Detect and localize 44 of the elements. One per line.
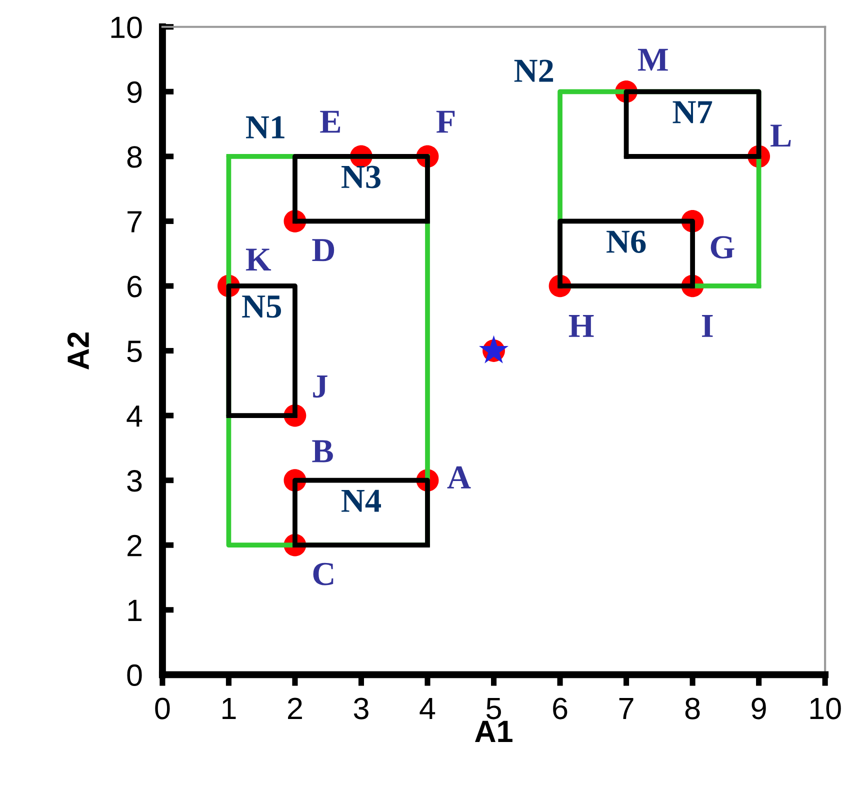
x-tick-label: 10 <box>810 698 841 720</box>
x-tick-label: 3 <box>354 698 368 720</box>
x-tick-label: 6 <box>553 698 568 720</box>
y-tick-label: 1 <box>128 600 142 621</box>
data-label: B <box>312 440 333 462</box>
y-tick-label: 4 <box>126 406 142 427</box>
y-tick-label: 0 <box>127 664 142 686</box>
series-label: N5 <box>242 296 281 318</box>
data-label: I <box>702 315 713 337</box>
data-label: L <box>770 124 791 147</box>
y-axis-title: A2 <box>67 332 89 370</box>
x-tick-label: 4 <box>420 698 436 720</box>
y-tick-label: 2 <box>128 534 142 556</box>
data-label: D <box>312 239 334 262</box>
series-label: N4 <box>342 490 381 512</box>
y-tick-label: 8 <box>127 146 142 168</box>
x-tick-label: 7 <box>619 698 634 720</box>
data-label: G <box>710 236 734 259</box>
series-label: N1 <box>246 116 284 138</box>
series-label: N6 <box>606 230 646 253</box>
y-tick-label: 6 <box>128 276 142 298</box>
data-label: K <box>246 248 272 271</box>
series-label: N3 <box>342 166 380 188</box>
y-tick-label: 7 <box>128 211 142 232</box>
x-axis-title: A1 <box>474 720 512 742</box>
data-label: M <box>638 48 668 71</box>
data-label: C <box>313 562 334 586</box>
x-tick-label: 0 <box>155 698 170 720</box>
series-label: N7 <box>672 101 712 124</box>
data-label: A <box>447 466 471 488</box>
data-label: H <box>568 315 594 337</box>
y-tick-label: 9 <box>127 81 142 104</box>
series-label: N2 <box>514 60 554 82</box>
y-tick-label: 3 <box>127 470 142 492</box>
data-label: F <box>436 110 455 133</box>
x-tick-label: 2 <box>288 698 302 720</box>
x-tick-label: 8 <box>685 698 700 720</box>
data-label: E <box>320 110 340 133</box>
data-label: J <box>313 376 328 398</box>
x-tick-label: 1 <box>222 698 236 720</box>
x-tick-label: 5 <box>486 698 501 720</box>
y-tick-label: 10 <box>111 16 142 38</box>
x-tick-label: 9 <box>752 698 766 720</box>
y-tick-label: 5 <box>127 340 142 362</box>
